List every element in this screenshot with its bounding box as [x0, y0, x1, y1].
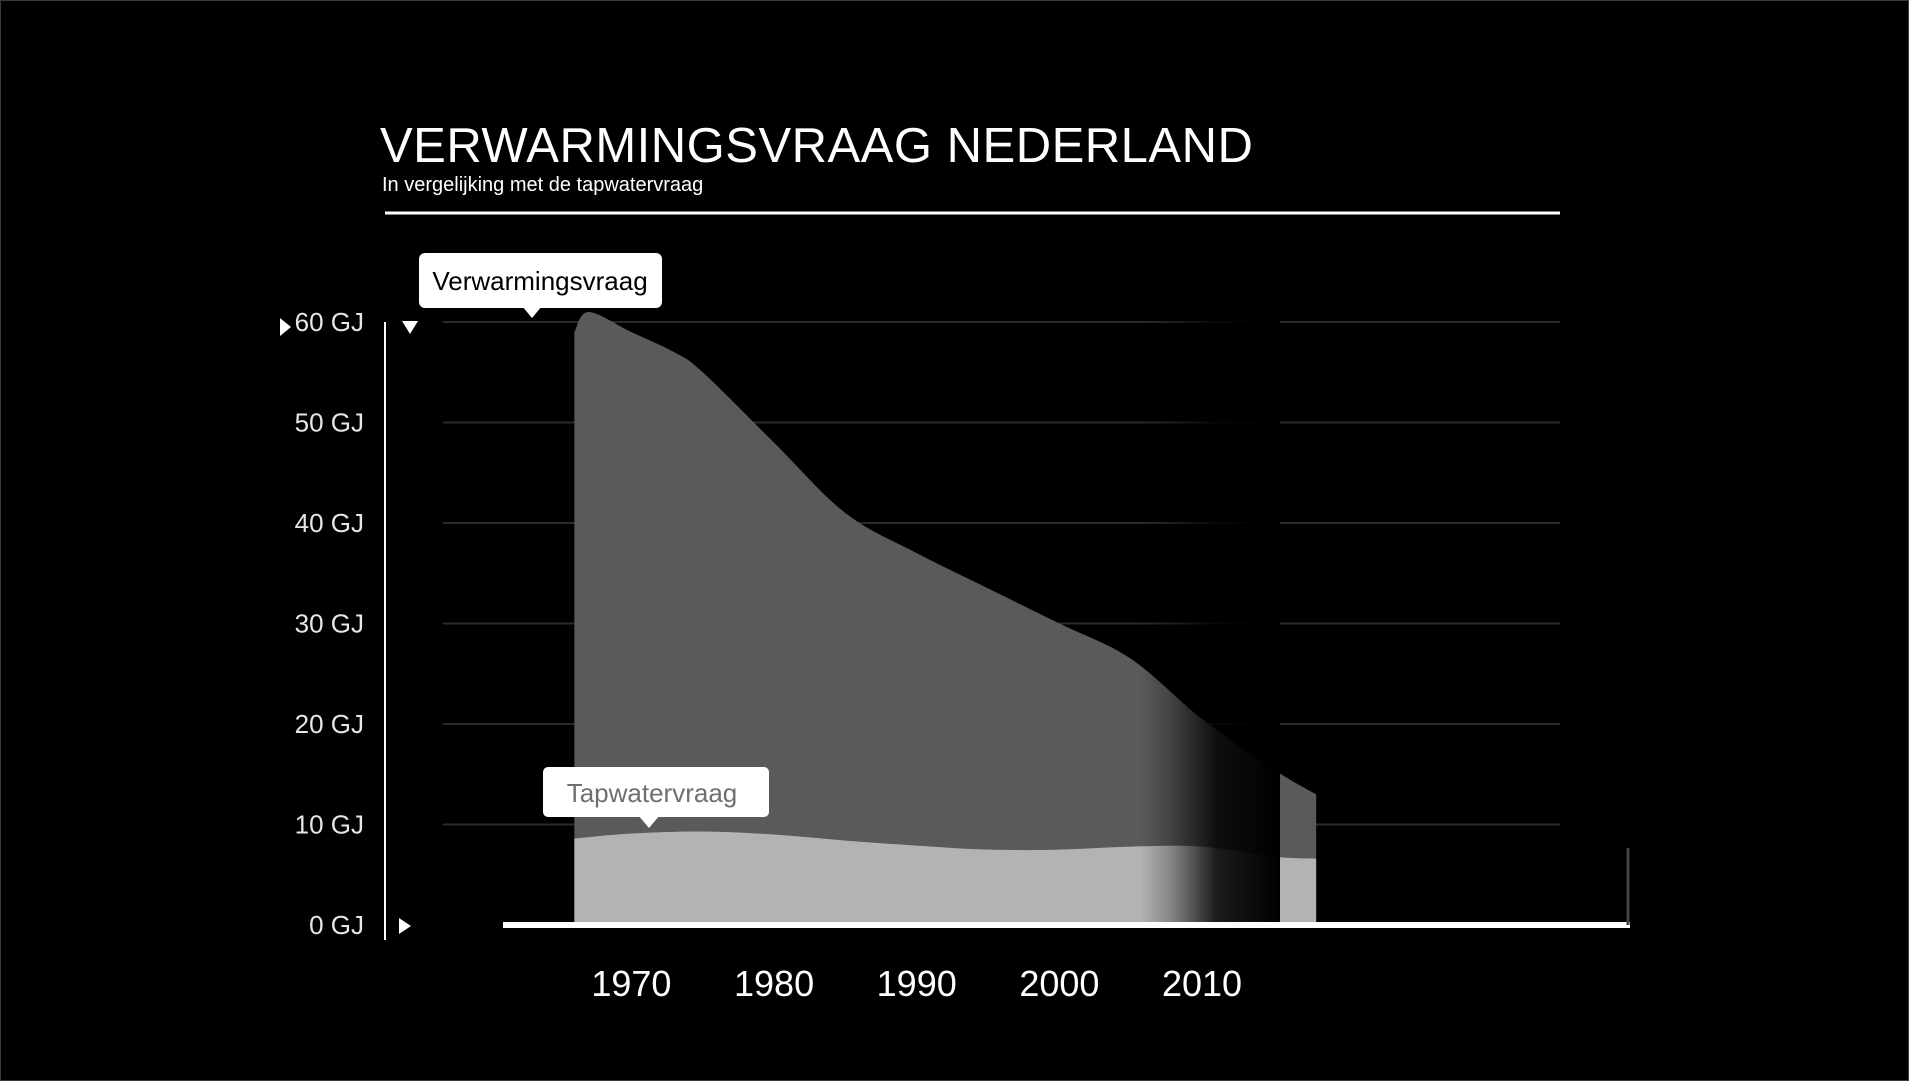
y-tick-label: 10 GJ — [295, 810, 364, 840]
chart-title: VERWARMINGSVRAAG NEDERLAND — [380, 119, 1254, 173]
y-tick-label: 40 GJ — [295, 508, 364, 538]
x-tick-label: 1990 — [877, 963, 957, 1004]
y-tick-label: 20 GJ — [295, 709, 364, 739]
x-axis-ticks: 1970 1980 1990 2000 2010 — [591, 963, 1242, 1004]
y-tick-label: 50 GJ — [295, 408, 364, 438]
callout-tapwatervraag: Tapwatervraag — [543, 767, 769, 828]
x-tick-label: 2010 — [1162, 963, 1242, 1004]
y-max-marker-icon — [280, 318, 291, 336]
chart-subtitle: In vergelijking met de tapwatervraag — [382, 174, 704, 196]
x-tick-label: 1970 — [591, 963, 671, 1004]
callout-verwarmingsvraag-label: Verwarmingsvraag — [432, 266, 647, 296]
y-tick-label: 30 GJ — [295, 609, 364, 639]
y-axis-down-marker-icon — [402, 321, 418, 334]
y-tick-label: 0 GJ — [309, 910, 364, 940]
y-tick-label: 60 GJ — [295, 307, 364, 337]
fade-overlay — [1140, 300, 1280, 930]
y-axis-ticks: 0 GJ 10 GJ 20 GJ 30 GJ 40 GJ 50 GJ 60 GJ — [295, 307, 364, 940]
area-tapwatervraag — [574, 831, 1317, 925]
x-tick-label: 1980 — [734, 963, 814, 1004]
x-axis-start-marker-icon — [399, 918, 411, 934]
x-tick-label: 2000 — [1019, 963, 1099, 1004]
callout-verwarmingsvraag: Verwarmingsvraag — [419, 253, 662, 318]
callout-tapwatervraag-label: Tapwatervraag — [567, 778, 738, 808]
